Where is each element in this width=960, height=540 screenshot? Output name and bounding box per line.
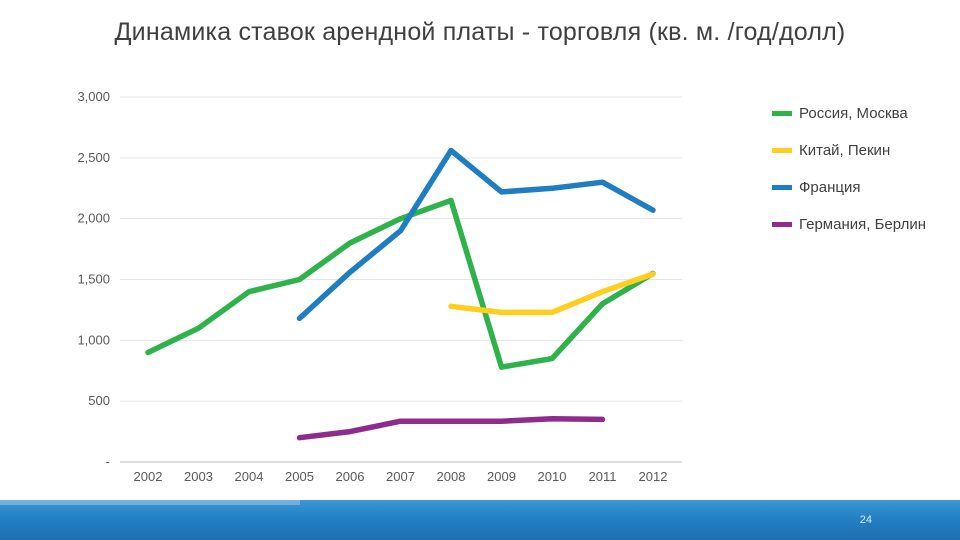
series-line	[145, 197, 656, 370]
x-axis-tick-label: 2009	[487, 469, 516, 484]
gridlines: 3,000 2,500 2,000 1,500 1,000 500 -	[77, 89, 682, 469]
legend-swatch	[772, 184, 792, 190]
y-axis-tick-label: 3,000	[77, 89, 110, 104]
page-number: 24	[859, 514, 872, 526]
legend-swatch	[772, 221, 792, 227]
legend-swatch	[772, 147, 792, 153]
legend-label: Россия, Москва	[799, 104, 908, 122]
legend-item: Россия, Москва	[772, 102, 926, 124]
x-axis-tick-label: 2006	[336, 469, 365, 484]
series-line	[296, 416, 606, 441]
x-axis-tick-label: 2003	[184, 469, 213, 484]
y-axis-tick-label: 2,000	[77, 211, 110, 226]
series-line	[448, 271, 656, 316]
x-axis-tick-label: 2008	[437, 469, 466, 484]
legend-label: Германия, Берлин	[799, 215, 927, 233]
y-axis-tick-label: -	[106, 454, 110, 469]
legend-label: Франция	[799, 178, 861, 196]
x-axis-tick-label: 2011	[589, 469, 617, 484]
series-line	[296, 147, 656, 322]
legend-swatch	[772, 110, 792, 116]
legend-item: Германия, Берлин	[772, 213, 926, 235]
footer-accent-strip	[0, 500, 300, 505]
y-axis-tick-label: 1,000	[77, 332, 110, 347]
legend-label: Китай, Пекин	[799, 141, 891, 159]
x-axis-tick-label: 2004	[235, 469, 264, 484]
x-axis-tick-label: 2002	[134, 469, 163, 484]
x-axis-tick-label: 2010	[538, 469, 567, 484]
x-axis-labels: 2002 2003 2004 2005 2006 2007 2008 2009 2010 2011…	[134, 469, 668, 484]
chart-legend: Россия, Москва Китай, Пекин Франция Германи…	[772, 102, 926, 250]
x-axis-tick-label: 2007	[386, 469, 415, 484]
legend-item: Китай, Пекин	[772, 139, 926, 161]
x-axis-tick-label: 2005	[285, 469, 314, 484]
x-axis-tick-label: 2012	[639, 469, 668, 484]
legend-item: Франция	[772, 176, 926, 198]
y-axis-tick-label: 1,500	[77, 272, 110, 287]
chart-title: Динамика ставок арендной платы - торговл…	[114, 18, 846, 46]
footer-bar: 24	[0, 500, 960, 540]
y-axis-tick-label: 2,500	[77, 150, 110, 165]
y-axis-tick-label: 500	[88, 393, 110, 408]
